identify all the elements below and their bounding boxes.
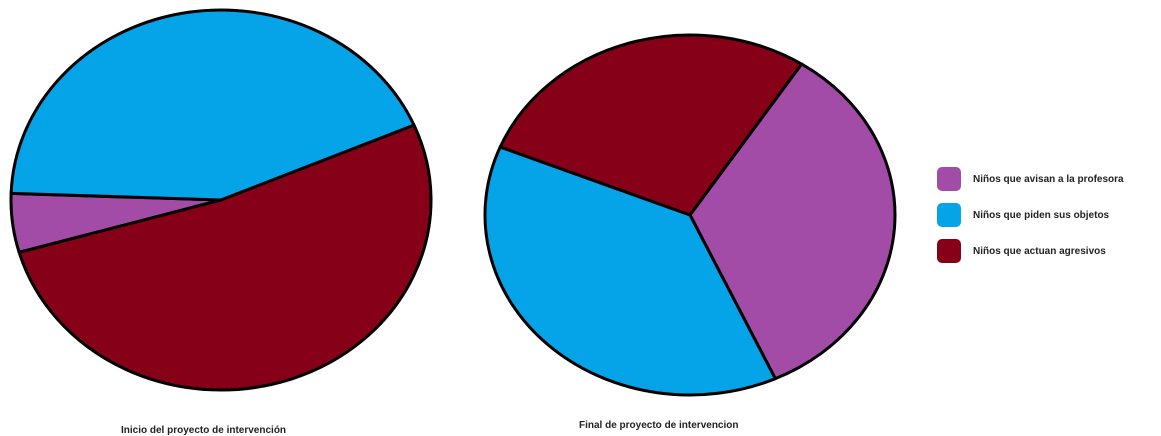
pie-inicio-slice-piden <box>9 8 416 202</box>
pie-final-slice-piden <box>483 145 777 397</box>
legend-item-agresivos: Niños que actuan agresivos <box>937 238 1124 264</box>
legend: Niños que avisan a la profesora Niños qu… <box>937 166 1124 274</box>
pie-final <box>483 33 897 397</box>
pie-inicio <box>9 8 433 392</box>
legend-item-piden: Niños que piden sus objetos <box>937 202 1124 228</box>
legend-item-avisan: Niños que avisan a la profesora <box>937 166 1124 192</box>
legend-swatch <box>937 203 961 227</box>
legend-swatch <box>937 239 961 263</box>
pie-final-slice-agresivos <box>498 33 804 217</box>
pie-inicio-slice-agresivos <box>17 123 433 392</box>
legend-label: Niños que piden sus objetos <box>973 209 1110 221</box>
chart-title-final: Final de proyecto de intervencion <box>579 420 739 431</box>
legend-label: Niños que actuan agresivos <box>973 245 1106 257</box>
pie-final-slice-avisan <box>688 62 897 381</box>
chart-title-inicio: Inicio del proyecto de intervención <box>121 425 287 436</box>
legend-swatch <box>937 167 961 191</box>
legend-label: Niños que avisan a la profesora <box>973 173 1124 185</box>
